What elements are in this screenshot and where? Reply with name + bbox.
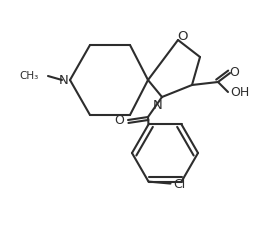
Text: O: O xyxy=(177,29,187,42)
Text: O: O xyxy=(229,66,239,79)
Text: CH₃: CH₃ xyxy=(20,71,39,81)
Text: N: N xyxy=(153,99,163,112)
Text: N: N xyxy=(59,74,69,87)
Text: Cl: Cl xyxy=(173,177,185,190)
Text: O: O xyxy=(114,114,124,127)
Text: OH: OH xyxy=(230,86,250,99)
